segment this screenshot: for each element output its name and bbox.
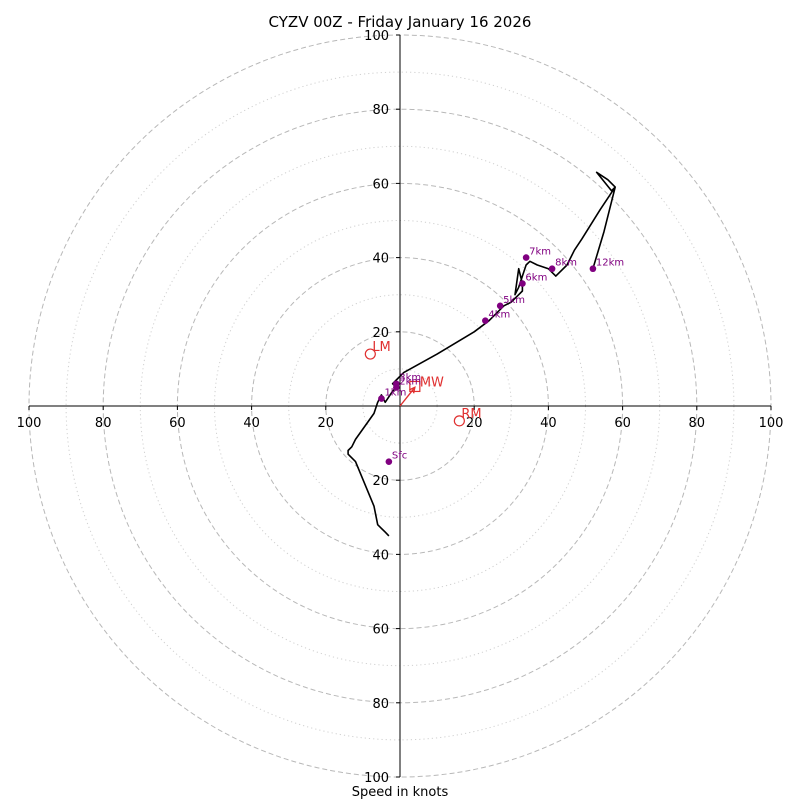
y-tick-label: 60 bbox=[372, 623, 389, 638]
y-tick-label: 60 bbox=[372, 177, 389, 192]
storm-motion-mw-marker bbox=[409, 380, 421, 393]
height-marker-dot bbox=[385, 458, 393, 465]
storm-motion-lm-label: LM bbox=[372, 340, 390, 355]
height-marker-dot bbox=[548, 265, 556, 273]
height-marker-dot bbox=[522, 254, 530, 261]
y-tick-label: 100 bbox=[364, 771, 389, 786]
height-marker-label: 3km bbox=[399, 373, 421, 384]
x-tick-label: 40 bbox=[243, 416, 260, 431]
wind-trace bbox=[347, 171, 617, 537]
x-tick-label: 100 bbox=[17, 416, 42, 431]
x-tick-label: 60 bbox=[614, 416, 631, 431]
chart-title: CYZV 00Z - Friday January 16 2026 bbox=[269, 13, 532, 31]
storm-motion-lm-marker bbox=[364, 348, 376, 360]
height-marker-label: 6km bbox=[525, 273, 547, 284]
height-marker-dot bbox=[589, 265, 597, 273]
height-marker-dot bbox=[392, 380, 400, 388]
wind-trace-line bbox=[347, 171, 617, 537]
y-tick-label: 20 bbox=[372, 474, 389, 489]
x-tick-label: 80 bbox=[95, 416, 112, 431]
height-marker-label: 1km bbox=[384, 388, 406, 399]
height-marker-dot bbox=[496, 302, 504, 310]
height-marker-label: 4km bbox=[488, 310, 510, 321]
mean-wind-vector bbox=[399, 387, 416, 407]
x-tick-label: 100 bbox=[759, 416, 784, 431]
x-tick-label: 80 bbox=[689, 416, 706, 431]
height-marker-dot bbox=[519, 280, 526, 287]
x-tick-label: 20 bbox=[318, 416, 335, 431]
height-marker-label: 7km bbox=[529, 247, 551, 258]
height-marker-label: 12km bbox=[596, 258, 624, 269]
storm-motion-rm-label: RM bbox=[461, 407, 481, 422]
y-tick-label: 40 bbox=[372, 252, 389, 267]
y-tick-label: 40 bbox=[372, 548, 389, 563]
y-tick-label: 20 bbox=[372, 326, 389, 341]
storm-motion-rm-marker bbox=[453, 415, 465, 427]
tick-labels: 100 80 60 40 20 20 40 60 80 100 100 80 60 40 20 20 40 60 8… bbox=[17, 29, 784, 786]
height-marker-label: 2km bbox=[399, 376, 421, 387]
height-marker-label: 8km bbox=[555, 258, 577, 269]
storm-motion-mw-label: MW bbox=[420, 375, 444, 390]
storm-motions: LM RM MW bbox=[364, 340, 482, 427]
x-tick-label: 60 bbox=[169, 416, 186, 431]
height-marker-dot bbox=[378, 395, 385, 402]
x-axis-label: Speed in knots bbox=[352, 785, 449, 800]
height-marker-dot bbox=[482, 317, 489, 324]
height-marker-label: Sfc bbox=[392, 451, 407, 462]
y-tick-label: 80 bbox=[372, 103, 389, 118]
height-marker-label: 5km bbox=[503, 295, 525, 306]
y-tick-label: 100 bbox=[364, 29, 389, 44]
x-tick-label: 20 bbox=[466, 416, 483, 431]
y-tick-label: 80 bbox=[372, 697, 389, 712]
x-tick-label: 40 bbox=[540, 416, 557, 431]
